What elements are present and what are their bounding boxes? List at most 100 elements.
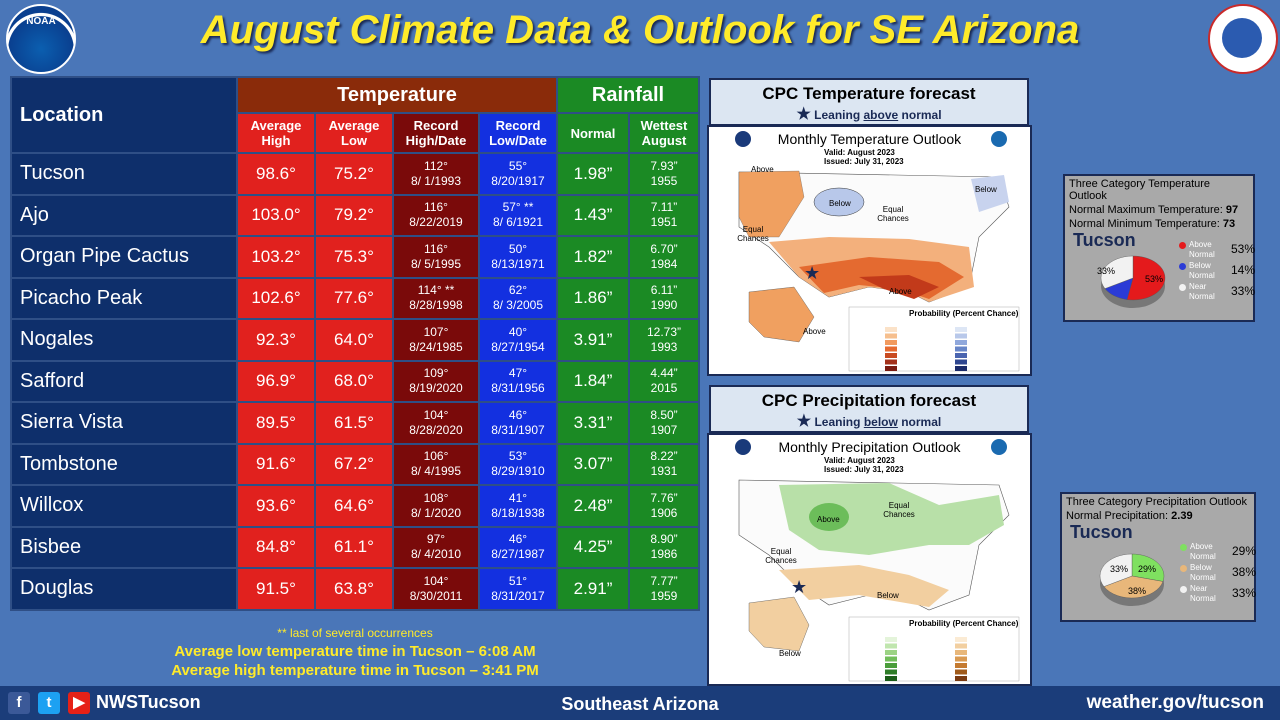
precip-pie-city: Tucson — [1070, 522, 1133, 542]
wettest-cell-date: 1955 — [650, 173, 678, 188]
rainfall-header: Rainfall — [556, 76, 700, 114]
record-low-cell-value: 46° — [508, 532, 528, 547]
wettest-cell: 7.77” 1959 — [628, 567, 700, 611]
wettest-cell-value: 4.44” — [650, 366, 678, 381]
normal-rain-cell: 1.43” — [556, 193, 630, 237]
record-high-cell-date: 8/ 1/2020 — [410, 505, 462, 520]
temp-map-title: Monthly Temperature Outlook — [777, 131, 962, 147]
record-low-cell: 47° 8/31/1956 — [478, 359, 558, 403]
wettest-cell: 7.11” 1951 — [628, 193, 700, 237]
legend-swatch — [885, 346, 897, 352]
climate-table: Location Temperature Rainfall Average Hi… — [10, 76, 700, 611]
legend-percent: 33% — [1232, 586, 1257, 600]
precip-pie-normal: Normal Precipitation: 2.39 — [1066, 510, 1193, 522]
temp-pie-panel: Three Category Temperature Outlook Norma… — [1063, 174, 1255, 322]
precip-label-above-1: Above — [817, 515, 840, 524]
record-high-cell: 112° 8/ 1/1993 — [392, 152, 480, 196]
wettest-cell: 6.70” 1984 — [628, 235, 700, 279]
location-header: Location — [10, 76, 238, 154]
record-low-cell-value: 46° — [508, 407, 528, 422]
legend-swatch — [955, 340, 967, 345]
temp-label-below-1: Below — [829, 199, 851, 208]
record-low-cell: 41° 8/18/1938 — [478, 484, 558, 528]
location-cell: Nogales — [10, 318, 238, 362]
avg-high-cell: 91.6° — [236, 442, 316, 486]
normal-rain-cell: 4.25” — [556, 525, 630, 569]
temperature-header: Temperature — [236, 76, 558, 114]
temp-map-graphic: ★ — [735, 131, 1020, 372]
star-icon: ★ — [796, 413, 812, 430]
record-low-cell-value: 40° — [508, 324, 528, 339]
youtube-icon[interactable]: ▶ — [68, 692, 90, 714]
legend-label: Above Normal — [1190, 542, 1216, 561]
temp-map-valid: Valid: August 2023 — [824, 148, 895, 157]
normal-rain-cell: 1.98” — [556, 152, 630, 196]
precip-label-below-2: Below — [779, 649, 801, 658]
precip-outlook-map: Monthly Precipitation Outlook Valid: Aug… — [707, 433, 1032, 686]
website-link[interactable]: weather.gov/tucson — [1086, 692, 1264, 713]
noaa-logo — [6, 4, 76, 74]
record-low-header: Record Low/Date — [478, 112, 558, 154]
record-low-cell: 40° 8/27/1954 — [478, 318, 558, 362]
legend-dot-icon — [1180, 565, 1187, 572]
location-cell: Safford — [10, 359, 238, 403]
wettest-cell-date: 1951 — [650, 215, 678, 230]
table-row: Sierra Vista 89.5° 61.5° 104° 8/28/2020 46° 8/… — [10, 401, 700, 445]
precip-pie-title: Three Category Precipitation Outlook — [1066, 496, 1247, 508]
location-cell: Tombstone — [10, 442, 238, 486]
avg-high-cell: 92.3° — [236, 318, 316, 362]
record-high-cell-date: 8/ 1/1993 — [410, 173, 462, 188]
precip-label-equal-2: Equal Chances — [765, 547, 797, 565]
temp-label-equal-2: Equal Chances — [737, 225, 769, 243]
facebook-icon[interactable]: f — [8, 692, 30, 714]
record-low-cell-date: 8/ 3/2005 — [492, 298, 544, 313]
legend-label: Near Normal — [1190, 584, 1216, 603]
wettest-cell-value: 6.11” — [650, 283, 678, 298]
legend-swatch — [885, 650, 897, 655]
record-high-cell-value: 114° ** — [417, 283, 455, 298]
wettest-cell: 8.22” 1931 — [628, 442, 700, 486]
social-handle[interactable]: NWSTucson — [96, 692, 201, 712]
record-low-cell: 46° 8/31/1907 — [478, 401, 558, 445]
normal-rain-cell: 3.31” — [556, 401, 630, 445]
wettest-cell: 6.11” 1990 — [628, 276, 700, 320]
record-low-cell-date: 8/18/1938 — [491, 505, 545, 520]
location-cell: Picacho Peak — [10, 276, 238, 320]
table-row: Organ Pipe Cactus 103.2° 75.3° 116° 8/ 5/199… — [10, 235, 700, 279]
wettest-cell-date: 1906 — [650, 505, 678, 520]
record-high-cell-date: 8/24/1985 — [409, 339, 463, 354]
precip-label-equal-1: Equal Chances — [883, 501, 915, 519]
record-low-cell: 62° 8/ 3/2005 — [478, 276, 558, 320]
temp-label-above-1: Above — [751, 165, 774, 174]
wettest-cell-date: 2015 — [650, 381, 678, 396]
record-low-cell-date: 8/13/1971 — [491, 256, 545, 271]
record-high-cell-date: 8/30/2011 — [409, 588, 463, 603]
temp-outlook-map: Monthly Temperature Outlook Valid: Augus… — [707, 125, 1032, 376]
wettest-cell-date: 1993 — [650, 339, 678, 354]
record-high-cell-value: 112° — [424, 158, 448, 173]
table-row: Picacho Peak 102.6° 77.6° 114° ** 8/28/1998 6… — [10, 276, 700, 320]
location-cell: Tucson — [10, 152, 238, 196]
record-high-cell-value: 97° — [426, 532, 446, 547]
avg-high-cell: 96.9° — [236, 359, 316, 403]
record-low-cell: 51° 8/31/2017 — [478, 567, 558, 611]
record-low-cell: 57° ** 8/ 6/1921 — [478, 193, 558, 237]
temp-label-equal-1: Equal Chances — [877, 205, 909, 223]
wettest-cell-date: 1907 — [650, 422, 678, 437]
record-low-cell-value: 62° — [508, 283, 528, 298]
legend-swatch — [955, 353, 967, 358]
record-low-cell: 46° 8/27/1987 — [478, 525, 558, 569]
avg-high-cell: 103.2° — [236, 235, 316, 279]
table-row: Tucson 98.6° 75.2° 112° 8/ 1/1993 55° 8/20/191… — [10, 152, 700, 196]
wettest-cell-date: 1990 — [650, 298, 678, 313]
pie-slice — [1126, 255, 1166, 301]
record-high-cell: 107° 8/24/1985 — [392, 318, 480, 362]
precip-label-below-1: Below — [877, 591, 899, 600]
wettest-cell: 7.76” 1906 — [628, 484, 700, 528]
legend-swatch — [955, 333, 967, 339]
twitter-icon[interactable]: t — [38, 692, 60, 714]
record-low-cell-date: 8/31/1956 — [491, 381, 545, 396]
legend-swatch — [955, 676, 967, 681]
temp-pie-slice-near: 33% — [1097, 266, 1116, 276]
precip-pie-chart — [1099, 553, 1165, 606]
